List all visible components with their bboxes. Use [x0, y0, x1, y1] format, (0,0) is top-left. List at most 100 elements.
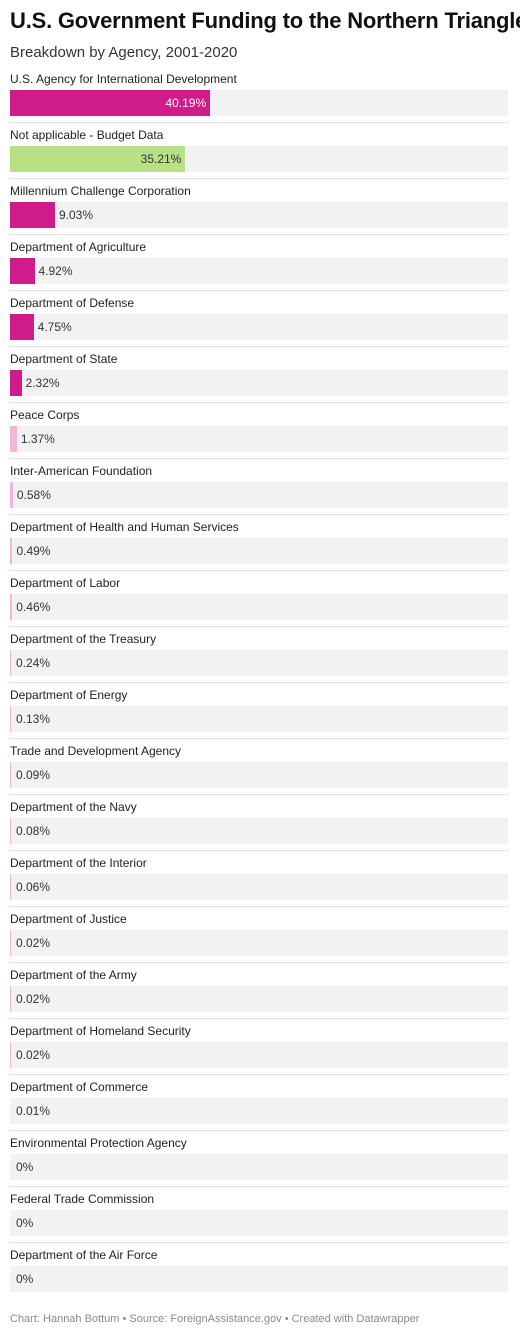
bar [10, 146, 186, 172]
bar [10, 426, 17, 452]
bar-category-label: Department of Labor [10, 576, 121, 590]
bar-row: Department of the Treasury 0.24% [10, 630, 508, 686]
row-separator [10, 1130, 508, 1131]
bar [10, 370, 22, 396]
bar-track: 0.58% [10, 482, 508, 508]
bar-category-label: Millennium Challenge Corporation [10, 184, 191, 198]
row-separator [10, 794, 508, 795]
bar-category-label: Department of Commerce [10, 1080, 149, 1094]
chart-title: U.S. Government Funding to the Northern … [10, 8, 520, 33]
row-separator [10, 570, 508, 571]
bar-row: Department of the Navy 0.08% [10, 798, 508, 854]
bar-value-label: 35.21% [140, 152, 182, 166]
bar-value-label: 0.49% [16, 544, 51, 558]
row-separator [10, 626, 508, 627]
bar-track: 4.75% [10, 314, 508, 340]
bar-track: 0.08% [10, 818, 508, 844]
row-separator [10, 1018, 508, 1019]
bar-track: 0.01% [10, 1098, 508, 1124]
bar-value-label: 0.02% [16, 1048, 51, 1062]
bar-category-label: Department of the Air Force [10, 1248, 158, 1262]
bar-track: 0.49% [10, 538, 508, 564]
row-separator [10, 290, 508, 291]
bar-value-label: 0.09% [16, 768, 51, 782]
bar-value-label: 4.75% [37, 320, 72, 334]
row-separator [10, 850, 508, 851]
bar-row: Department of Defense 4.75% [10, 294, 508, 350]
row-separator [10, 738, 508, 739]
row-separator [10, 178, 508, 179]
bar-category-label: Inter-American Foundation [10, 464, 153, 478]
row-separator [10, 122, 508, 123]
bar-category-label: Department of Justice [10, 912, 127, 926]
row-separator [10, 402, 508, 403]
bar [10, 594, 13, 620]
bar-row: Millennium Challenge Corporation 9.03% [10, 182, 508, 238]
bar-track: 0.09% [10, 762, 508, 788]
bar-category-label: Federal Trade Commission [10, 1192, 155, 1206]
bar-category-label: Department of Energy [10, 688, 128, 702]
bar [10, 314, 34, 340]
bar-category-label: U.S. Agency for International Developmen… [10, 72, 237, 86]
bar-value-label: 2.32% [25, 376, 60, 390]
bar-chart: U.S. Agency for International Developmen… [10, 70, 508, 1302]
row-separator [10, 1074, 508, 1075]
bar [10, 258, 35, 284]
bar-value-label: 9.03% [58, 208, 93, 222]
bar-row: Department of Justice 0.02% [10, 910, 508, 966]
bar-track: 0.02% [10, 1042, 508, 1068]
bar-track: 4.92% [10, 258, 508, 284]
row-separator [10, 906, 508, 907]
bar-track: 0.02% [10, 986, 508, 1012]
bar-row: U.S. Agency for International Developmen… [10, 70, 508, 126]
bar-track: 0% [10, 1266, 508, 1292]
bar-category-label: Peace Corps [10, 408, 80, 422]
bar-value-label: 0.02% [16, 936, 51, 950]
bar-row: Trade and Development Agency 0.09% [10, 742, 508, 798]
bar-category-label: Department of the Treasury [10, 632, 157, 646]
bar-track: 0% [10, 1154, 508, 1180]
bar-row: Department of the Air Force 0% [10, 1246, 508, 1302]
bar-value-label: 40.19% [165, 96, 207, 110]
bar-value-label: 0% [16, 1216, 34, 1230]
chart-subtitle: Breakdown by Agency, 2001-2020 [10, 44, 238, 61]
row-separator [10, 514, 508, 515]
bar-value-label: 0% [16, 1272, 34, 1286]
row-separator [10, 234, 508, 235]
bar-category-label: Environmental Protection Agency [10, 1136, 187, 1150]
bar-track: 0.06% [10, 874, 508, 900]
bar-track: 40.19% [10, 90, 508, 116]
bar-track: 2.32% [10, 370, 508, 396]
bar [10, 90, 211, 116]
bar-row: Department of Energy 0.13% [10, 686, 508, 742]
bar-value-label: 0% [16, 1160, 34, 1174]
bar-row: Federal Trade Commission 0% [10, 1190, 508, 1246]
bar-category-label: Department of the Army [10, 968, 137, 982]
bar-value-label: 0.02% [16, 992, 51, 1006]
bar-track: 35.21% [10, 146, 508, 172]
row-separator [10, 682, 508, 683]
bar-category-label: Department of Health and Human Services [10, 520, 239, 534]
bar-track: 1.37% [10, 426, 508, 452]
bar-value-label: 0.01% [16, 1104, 51, 1118]
bar-row: Department of Agriculture 4.92% [10, 238, 508, 294]
bar [10, 482, 13, 508]
bar-category-label: Not applicable - Budget Data [10, 128, 164, 142]
bar-track: 0% [10, 1210, 508, 1236]
bar-track: 0.02% [10, 930, 508, 956]
bar-category-label: Department of the Navy [10, 800, 137, 814]
bar-row: Department of State 2.32% [10, 350, 508, 406]
bar-row: Department of the Army 0.02% [10, 966, 508, 1022]
bar-track: 0.46% [10, 594, 508, 620]
row-separator [10, 1186, 508, 1187]
bar [10, 706, 11, 732]
bar-track: 0.13% [10, 706, 508, 732]
bar-row: Department of Commerce 0.01% [10, 1078, 508, 1134]
bar-value-label: 4.92% [38, 264, 73, 278]
bar-category-label: Department of Agriculture [10, 240, 147, 254]
bar-row: Inter-American Foundation 0.58% [10, 462, 508, 518]
bar-category-label: Department of State [10, 352, 118, 366]
bar-value-label: 0.08% [16, 824, 51, 838]
bar-value-label: 0.13% [16, 712, 51, 726]
row-separator [10, 962, 508, 963]
